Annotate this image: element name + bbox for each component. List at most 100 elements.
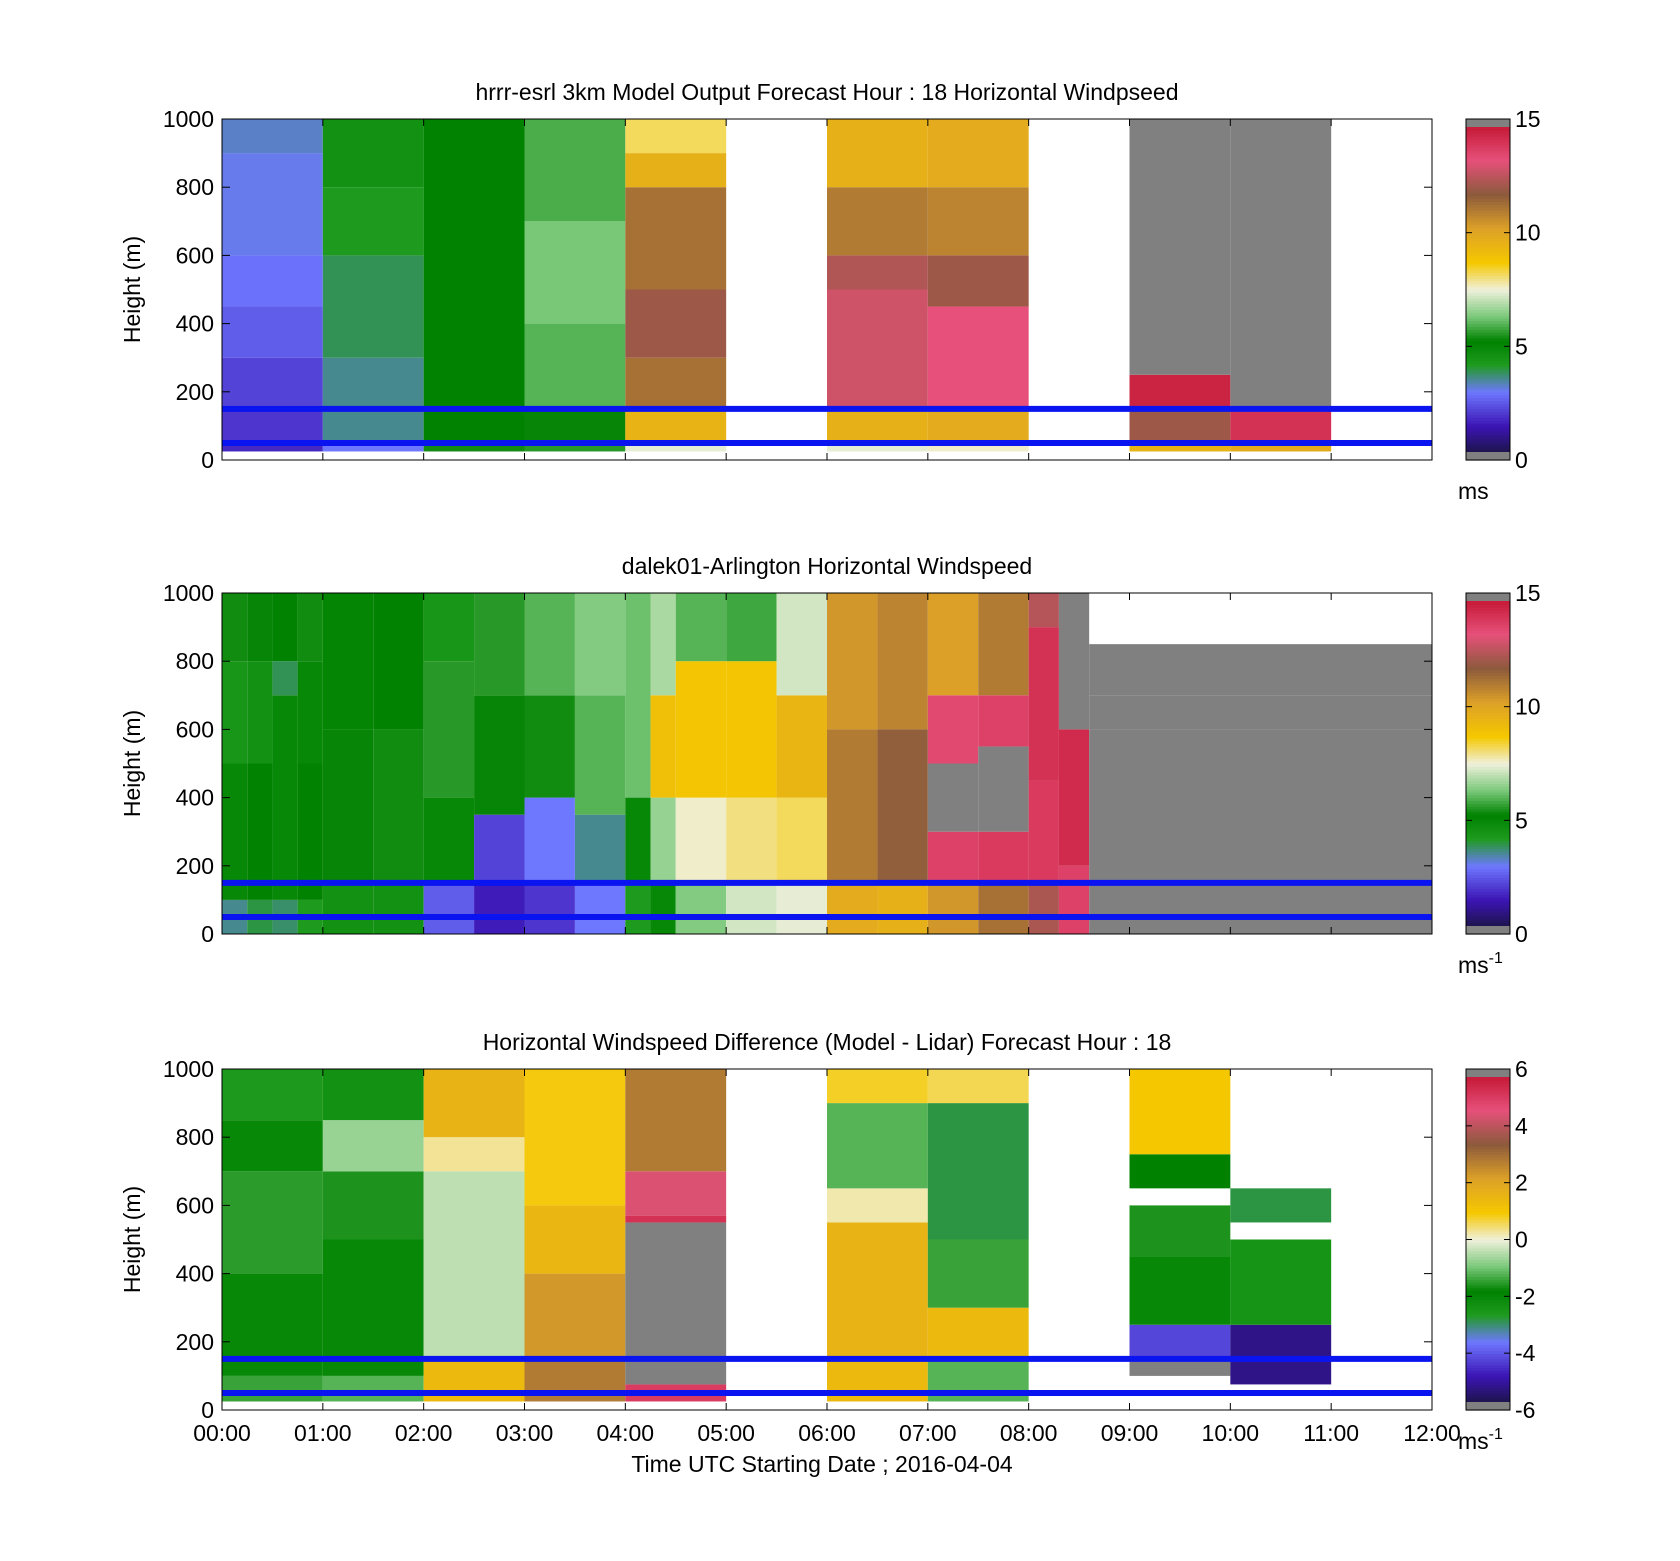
colorbar-segment [1466,320,1510,325]
colorbar: 0 5 10 15 ms [1458,106,1541,504]
heatmap-cell [650,695,676,798]
colorbar-segment [1466,831,1510,836]
colorbar-segment [1466,1086,1510,1090]
heatmap-cell [675,593,727,662]
colorbar-unit: ms-1 [1458,1426,1503,1454]
heatmap-cell [776,593,827,696]
heatmap-cell [574,814,626,883]
heatmap-cell [423,882,475,934]
colorbar-segment [1466,212,1510,217]
colorbar-segment [1466,675,1510,679]
colorbar-segment [1466,649,1510,654]
colorbar-segment [1466,911,1510,915]
heatmap-cell [373,729,424,883]
panel-3: 0 200 400 600 800 1000 00:00 01:00 02:00 03:00 04:… [119,1029,1536,1477]
colorbar-segment [1466,224,1510,228]
colorbar-segment [1466,289,1510,293]
colorbar-segment [1466,1137,1510,1141]
heatmap-cell [827,1188,928,1223]
colorbar-segment [1466,1324,1510,1329]
heatmap-cell [524,323,626,409]
colorbar-segment [1466,1125,1510,1130]
colorbar-segment [1466,363,1510,367]
colorbar-segment [1466,655,1510,659]
colorbar-segment [1466,601,1510,605]
colorbar-segment [1466,1091,1510,1096]
colorbar-segment [1466,914,1510,918]
colorbar-segment [1466,164,1510,168]
colorbar-segment [1466,346,1510,350]
colorbar-segment [1466,629,1510,634]
heatmap-cell [978,593,1029,696]
heatmap-cell [927,882,979,934]
colorbar-segment [1466,1290,1510,1295]
x-tick-label: 04:00 [597,1420,655,1446]
colorbar-segment [1466,1134,1510,1138]
colorbar-segment [1466,300,1510,305]
colorbar-segment [1466,618,1510,623]
colorbar-segment [1466,175,1510,180]
colorbar-unit: ms-1 [1458,950,1503,978]
colorbar-segment [1466,1159,1510,1164]
heatmap-cell [1230,1188,1332,1223]
colorbar-segment [1466,1250,1510,1255]
heatmap-cell [1089,729,1432,934]
colorbar-segment [1466,332,1510,336]
colorbar-segment [1466,615,1510,620]
chart-title: dalek01-Arlington Horizontal Windspeed [622,553,1032,579]
colorbar-segment [1466,1307,1510,1312]
heatmap-cell [927,695,979,764]
colorbar-segment [1466,354,1510,359]
colorbar-segment [1466,1222,1510,1226]
colorbar-tick-label: 10 [1515,220,1541,246]
colorbar-segment [1466,763,1510,767]
colorbar-segment [1466,826,1510,830]
heatmap-cell [978,746,1029,832]
colorbar-segment [1466,366,1510,370]
colorbar-segment [1466,383,1510,387]
colorbar-segment [1466,442,1510,447]
y-tick-label: 800 [176,648,214,674]
colorbar-segment [1466,1174,1510,1178]
colorbar-segment [1466,252,1510,256]
heatmap-cell [927,442,1029,452]
heatmap-cell [978,695,1029,747]
colorbar-segment [1466,664,1510,668]
heatmap-cell [322,1239,424,1376]
colorbar-segment [1466,386,1510,390]
heatmap-cell [1129,1154,1231,1189]
heatmap-cell [726,661,777,798]
colorbar-segment [1466,218,1510,222]
heatmap-cell [927,831,979,883]
colorbar-segment [1466,823,1510,827]
x-tick-label: 06:00 [798,1420,856,1446]
x-tick-label: 12:00 [1403,1420,1461,1446]
colorbar-segment [1466,244,1510,248]
heatmap-cell [625,1215,727,1223]
colorbar-segment [1466,1154,1510,1158]
colorbar-segment [1466,1194,1510,1198]
colorbar-segment [1466,692,1510,696]
colorbar-segment [1466,1213,1510,1218]
colorbar-segment [1466,1114,1510,1118]
colorbar-segment [1466,669,1510,674]
colorbar-segment [1466,1083,1510,1087]
colorbar-segment [1466,820,1510,824]
heatmap-cell [625,797,651,883]
colorbar-segment [1466,1284,1510,1289]
heatmap-cell [297,763,323,900]
colorbar-segment [1466,360,1510,364]
x-tick-label: 10:00 [1202,1420,1260,1446]
colorbar-segment [1466,161,1510,166]
colorbar-segment [1466,1296,1510,1300]
colorbar-segment [1466,1373,1510,1377]
colorbar-segment [1466,712,1510,716]
colorbar-segment [1466,612,1510,617]
colorbar-unit: ms [1458,478,1489,504]
colorbar-segment [1466,357,1510,362]
colorbar-segment [1466,337,1510,342]
chart-title: Horizontal Windspeed Difference (Model -… [483,1029,1172,1055]
colorbar-segment [1466,1299,1510,1303]
colorbar-segment [1466,757,1510,762]
colorbar-segment [1466,837,1510,841]
